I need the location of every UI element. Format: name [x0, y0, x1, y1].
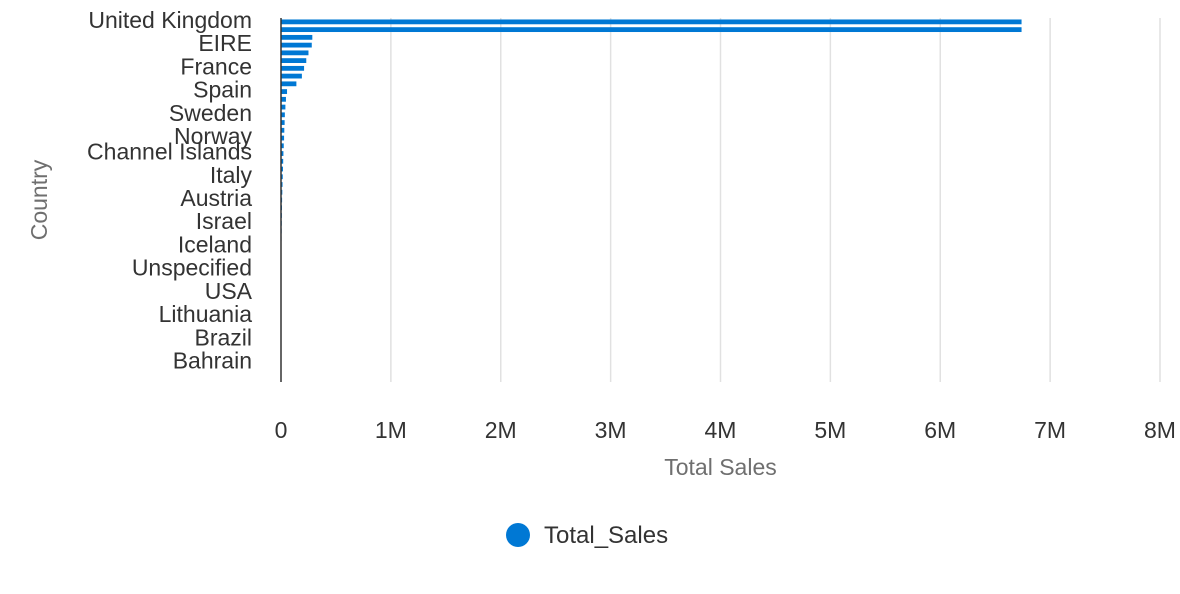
bar: [281, 81, 297, 87]
y-tick-label: Israel: [196, 208, 252, 234]
bar: [281, 50, 309, 56]
bar: [281, 151, 284, 156]
bar: [281, 42, 312, 48]
x-tick-label: 8M: [1144, 417, 1176, 443]
bar: [281, 58, 307, 63]
x-tick-label: 7M: [1034, 417, 1066, 443]
y-tick-label: Spain: [193, 77, 252, 103]
y-tick-label: Bahrain: [173, 348, 252, 374]
x-axis-title: Total Sales: [664, 454, 777, 480]
x-tick-label: 2M: [485, 417, 517, 443]
bar: [281, 73, 302, 79]
y-tick-label: France: [180, 53, 252, 79]
legend-label-total-sales: Total_Sales: [544, 522, 668, 549]
x-tick-label: 4M: [705, 417, 737, 443]
y-tick-label: Iceland: [178, 231, 252, 257]
bar: [281, 135, 285, 141]
y-tick-label: Austria: [180, 185, 252, 211]
bar: [281, 27, 1022, 33]
x-tick-label: 6M: [924, 417, 956, 443]
bar: [281, 174, 283, 180]
bar: [281, 65, 305, 71]
y-tick-label: Norway: [174, 123, 252, 149]
legend: Total_Sales: [506, 522, 668, 549]
bar: [281, 19, 1022, 25]
y-tick-label: Channel Islands: [87, 139, 252, 165]
y-tick-label: USA: [205, 278, 253, 304]
bar: [281, 112, 285, 118]
bar: [281, 34, 313, 40]
bar: [281, 158, 284, 164]
bars-group: [281, 19, 1022, 381]
bar: [281, 166, 283, 172]
bar: [281, 127, 285, 133]
y-axis-title: Country: [26, 159, 52, 240]
x-tick-labels: 0 1M 2M 3M 4M 5M 6M 7M 8M: [275, 417, 1176, 443]
y-tick-label: Sweden: [169, 100, 252, 126]
y-tick-labels: United KingdomEIREFranceSpainSwedenNorwa…: [87, 7, 253, 374]
x-tick-label: 1M: [375, 417, 407, 443]
bar: [281, 120, 285, 125]
x-tick-label: 5M: [814, 417, 846, 443]
y-tick-label: United Kingdom: [88, 7, 252, 33]
y-tick-label: Unspecified: [132, 255, 252, 281]
grid-lines: [390, 18, 1161, 382]
bar: [281, 143, 284, 149]
y-tick-label: Lithuania: [159, 301, 253, 327]
y-tick-label: Brazil: [194, 324, 252, 350]
bar: [281, 182, 283, 187]
x-tick-label: 3M: [595, 417, 627, 443]
bar: [281, 104, 286, 110]
bar: [281, 96, 286, 102]
legend-marker-total-sales: [506, 523, 530, 547]
y-tick-label: Italy: [210, 162, 253, 188]
y-tick-label: EIRE: [198, 30, 252, 56]
bar: [281, 89, 288, 94]
x-tick-label: 0: [275, 417, 288, 443]
